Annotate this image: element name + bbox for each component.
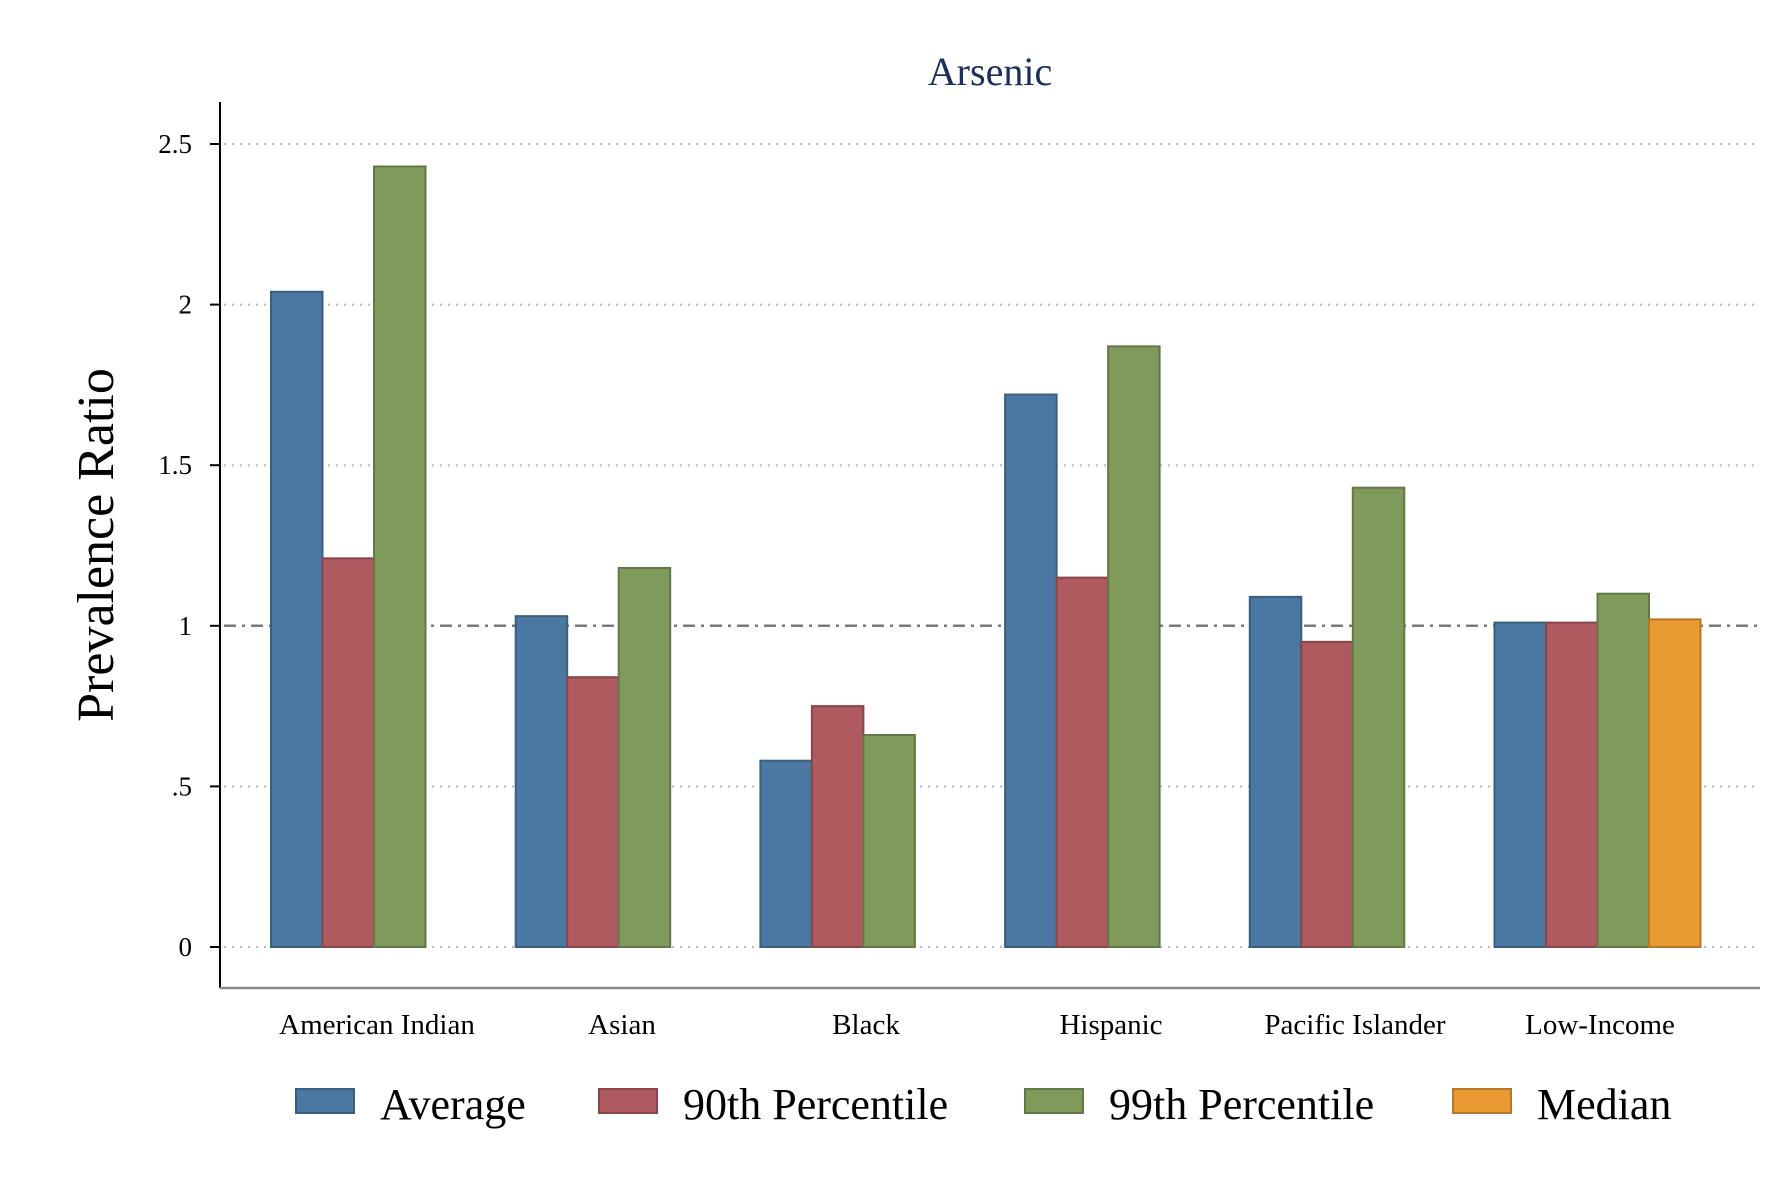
category-label: Asian — [588, 1009, 656, 1041]
bar — [321, 557, 375, 949]
bars — [270, 165, 1702, 949]
bar — [1351, 486, 1406, 948]
legend-swatch — [1452, 1088, 1512, 1114]
bar — [617, 566, 672, 948]
bar — [810, 705, 865, 948]
bar — [270, 290, 324, 948]
legend-label: Average — [380, 1080, 526, 1129]
chart-title: Arsenic — [928, 49, 1052, 94]
y-axis-label: Prevalence Ratio — [68, 368, 125, 722]
bar — [759, 759, 813, 948]
legend-swatch — [1024, 1088, 1084, 1114]
bar — [1545, 621, 1599, 948]
legend-swatch — [598, 1088, 658, 1114]
y-tick-label: 2 — [179, 290, 193, 320]
category-label: Hispanic — [1059, 1009, 1162, 1041]
bar — [566, 676, 620, 949]
legend-swatch — [295, 1088, 355, 1114]
bar — [1248, 595, 1303, 949]
bar — [862, 734, 916, 948]
bar — [1300, 640, 1354, 948]
legend-label: 90th Percentile — [683, 1080, 948, 1129]
bar — [514, 615, 569, 948]
y-tick-label: 1 — [179, 611, 193, 641]
category-label: American Indian — [279, 1009, 475, 1041]
y-tick-label: .5 — [172, 771, 192, 801]
bar — [1493, 621, 1547, 948]
axes — [219, 102, 1760, 990]
category-label: Low-Income — [1525, 1009, 1675, 1041]
bar — [1055, 576, 1110, 948]
category-label: Pacific Islander — [1264, 1009, 1446, 1041]
legend-label: Median — [1537, 1080, 1671, 1129]
y-tick-label: 0 — [179, 932, 193, 962]
bar — [373, 165, 427, 948]
legend: Average 90th Percentile 99th Percentile Med… — [295, 1080, 1671, 1129]
y-tick-label: 1.5 — [158, 450, 192, 480]
bar — [1596, 592, 1650, 948]
category-labels: American Indian Asian Black Hispanic Pacific… — [279, 1009, 1675, 1041]
bar — [1107, 345, 1161, 948]
bar — [1004, 393, 1058, 948]
category-label: Black — [832, 1009, 900, 1041]
legend-label: 99th Percentile — [1109, 1080, 1374, 1129]
y-tick-labels: 0 .5 1 1.5 2 2.5 — [158, 129, 220, 962]
y-tick-label: 2.5 — [158, 129, 192, 159]
bar — [1648, 618, 1702, 948]
